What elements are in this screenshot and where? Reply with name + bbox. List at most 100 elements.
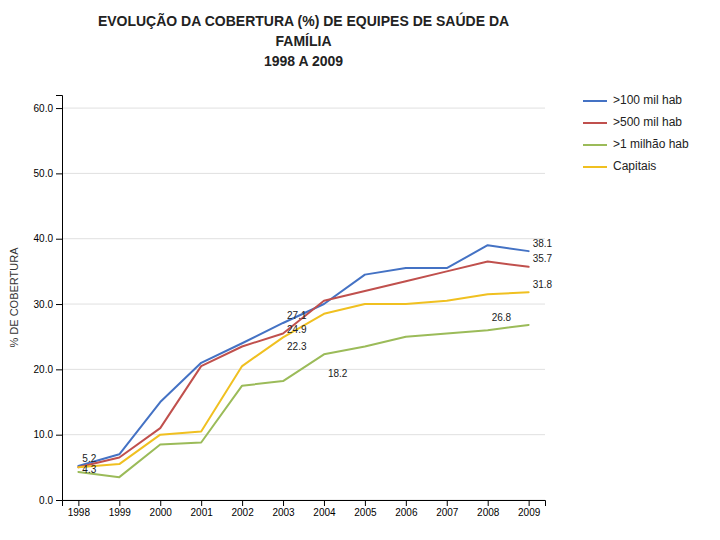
y-tick-label: 60.0 — [34, 103, 54, 114]
legend-item: >1 milhão hab — [583, 137, 689, 151]
annotation: 38.1 — [533, 238, 553, 249]
y-tick: 0.0 — [39, 495, 62, 506]
x-tick: 2002 — [231, 500, 254, 518]
y-tick-label: 40.0 — [34, 233, 54, 244]
x-tick: 2000 — [150, 500, 173, 518]
x-tick-label: 2004 — [313, 507, 336, 518]
x-tick-label: 1998 — [68, 507, 91, 518]
legend-swatch — [583, 122, 607, 124]
legend-item: >500 mil hab — [583, 115, 682, 129]
legend-swatch — [583, 166, 607, 168]
y-axis-line — [56, 96, 63, 501]
legend-label: >500 mil hab — [613, 115, 682, 129]
grid-line — [62, 304, 545, 305]
y-tick: 50.0 — [34, 168, 62, 179]
y-tick-mark — [56, 500, 62, 501]
annotation: 18.2 — [328, 368, 348, 379]
x-tick-mark — [406, 500, 407, 506]
x-tick-label: 2007 — [436, 507, 459, 518]
x-tick-mark — [160, 500, 161, 506]
x-tick-mark — [283, 500, 284, 506]
y-tick-mark — [56, 435, 62, 436]
x-tick-label: 2009 — [518, 507, 541, 518]
y-tick-label: 30.0 — [34, 299, 54, 310]
grid-line — [62, 369, 545, 370]
annotation: 24.9 — [287, 324, 307, 335]
x-tick-mark — [242, 500, 243, 506]
x-tick: 1999 — [109, 500, 132, 518]
x-tick-mark — [488, 500, 489, 506]
y-tick: 20.0 — [34, 364, 62, 375]
grid-line — [62, 238, 545, 239]
title-line: 1998 A 2009 — [264, 53, 343, 69]
y-axis: 0.0 10.0 20.0 30.0 40.0 50.0 60.0 — [34, 96, 63, 506]
title-line: FAMÍLIA — [276, 33, 332, 49]
legend: >100 mil hab >500 mil hab >1 milhão hab Cap… — [583, 93, 689, 173]
x-axis-line — [63, 501, 546, 507]
annotation: 26.8 — [492, 312, 512, 323]
legend-label: >1 milhão hab — [613, 137, 689, 151]
series-line — [78, 262, 528, 468]
y-tick: 10.0 — [34, 429, 62, 440]
x-tick-label: 2008 — [477, 507, 500, 518]
title: EVOLUÇÃO DA COBERTURA (%) DE EQUIPES DE … — [98, 12, 509, 69]
plot-area — [78, 245, 528, 477]
x-tick: 2009 — [518, 500, 541, 518]
y-tick-mark — [56, 239, 62, 240]
x-tick-mark — [324, 500, 325, 506]
annotation: 4.3 — [82, 464, 96, 475]
x-tick-mark — [447, 500, 448, 506]
grid-line — [62, 173, 545, 174]
y-axis-title: % DE COBERTURA — [8, 247, 20, 348]
x-tick-mark — [365, 500, 366, 506]
annotations: 5.24.3 27.1 24.9 22.3 18.2 38.1 35.7 31.8 26.8 — [82, 238, 552, 475]
y-tick: 40.0 — [34, 233, 62, 244]
y-tick-label: 20.0 — [34, 364, 54, 375]
x-tick-label: 2000 — [150, 507, 173, 518]
annotation: 31.8 — [533, 279, 553, 290]
y-tick-label: 50.0 — [34, 168, 54, 179]
x-tick-label: 2003 — [272, 507, 295, 518]
annotation: 5.2 — [82, 453, 96, 464]
x-tick: 1998 — [68, 500, 91, 518]
title-line: EVOLUÇÃO DA COBERTURA (%) DE EQUIPES DE … — [98, 12, 509, 29]
legend-label: >100 mil hab — [613, 93, 682, 107]
y-tick: 30.0 — [34, 299, 62, 310]
annotation: 35.7 — [533, 253, 553, 264]
x-tick: 2005 — [354, 500, 377, 518]
x-tick: 2006 — [395, 500, 418, 518]
chart: EVOLUÇÃO DA COBERTURA (%) DE EQUIPES DE … — [0, 0, 720, 540]
x-tick-label: 2006 — [395, 507, 418, 518]
annotation: 22.3 — [287, 341, 307, 352]
x-tick-label: 2001 — [191, 507, 214, 518]
x-tick-label: 1999 — [109, 507, 132, 518]
x-tick: 2004 — [313, 500, 336, 518]
annotation: 27.1 — [287, 310, 307, 321]
x-tick: 2008 — [477, 500, 500, 518]
x-tick: 2001 — [191, 500, 214, 518]
x-tick: 2003 — [272, 500, 295, 518]
series-line — [78, 245, 528, 466]
x-axis: 1998 1999 2000 2001 2002 2003 2004 2005 2006 2007… — [63, 500, 546, 518]
x-tick-label: 2005 — [354, 507, 377, 518]
x-tick-mark — [529, 500, 530, 506]
legend-swatch — [583, 144, 607, 146]
legend-item: Capitais — [583, 159, 656, 173]
y-tick-mark — [56, 304, 62, 305]
x-tick-label: 2002 — [231, 507, 254, 518]
y-tick-mark — [56, 173, 62, 174]
x-tick-mark — [201, 500, 202, 506]
y-tick: 60.0 — [34, 103, 62, 114]
series-line — [78, 292, 528, 467]
grid — [62, 108, 545, 500]
x-tick-mark — [78, 500, 79, 506]
legend-swatch — [583, 100, 607, 102]
y-tick-mark — [56, 108, 62, 109]
series-line — [78, 325, 528, 477]
y-tick-label: 10.0 — [34, 429, 54, 440]
x-tick: 2007 — [436, 500, 459, 518]
grid-line — [62, 108, 545, 109]
legend-label: Capitais — [613, 159, 656, 173]
legend-item: >100 mil hab — [583, 93, 682, 107]
y-tick-label: 0.0 — [39, 495, 53, 506]
